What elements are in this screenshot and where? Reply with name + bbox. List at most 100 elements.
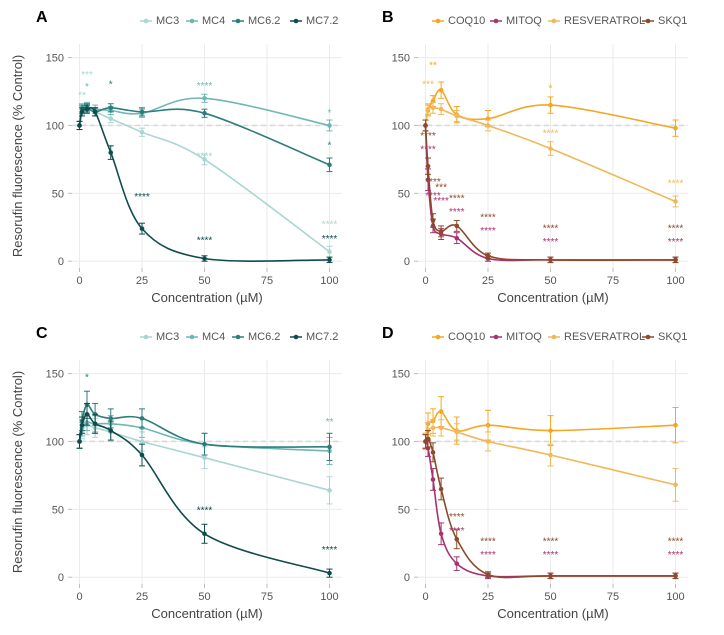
y-tick: 50	[398, 504, 410, 516]
sig-marker: ****	[668, 550, 684, 561]
sig-marker: ****	[322, 234, 338, 245]
y-tick: 0	[58, 572, 64, 584]
y-axis-title: Resorufin fluorescence (% Control)	[10, 371, 25, 573]
sig-marker: **	[326, 417, 334, 428]
sig-marker: ****	[543, 537, 559, 548]
x-tick: 0	[422, 591, 428, 603]
legend-label: MC6.2	[248, 331, 280, 343]
y-tick: 100	[392, 436, 410, 448]
legend-label: MITOQ	[506, 15, 542, 27]
sig-marker: ****	[322, 545, 338, 556]
y-tick: 100	[392, 120, 410, 132]
legend-label: MC3	[156, 331, 179, 343]
sig-marker: ****	[668, 537, 684, 548]
sig-marker: ***	[435, 183, 447, 194]
sig-marker: ***	[81, 70, 93, 81]
sig-marker: ****	[449, 193, 465, 204]
y-tick: 150	[46, 369, 64, 381]
panel-B: ****************************************…	[382, 9, 688, 305]
sig-marker: ****	[433, 196, 449, 207]
x-tick: 100	[320, 591, 338, 603]
sig-marker: ****	[197, 505, 213, 516]
x-axis-title: Concentration (µM)	[497, 290, 609, 305]
x-tick: 75	[261, 591, 273, 603]
legend-label: MC4	[202, 15, 225, 27]
sig-marker: ****	[668, 237, 684, 248]
x-tick: 25	[136, 275, 148, 287]
legend-label: MC4	[202, 331, 225, 343]
sig-marker: ****	[668, 179, 684, 190]
x-tick: 100	[666, 591, 684, 603]
legend-label: MC7.2	[306, 15, 338, 27]
y-tick: 100	[46, 120, 64, 132]
sig-marker: *	[549, 84, 553, 95]
sig-marker: ****	[322, 219, 338, 230]
y-tick: 150	[392, 369, 410, 381]
y-tick: 150	[392, 53, 410, 65]
legend-label: MC6.2	[248, 15, 280, 27]
sig-marker: ****	[668, 223, 684, 234]
x-tick: 0	[76, 591, 82, 603]
sig-marker: ****	[197, 151, 213, 162]
x-tick: 50	[198, 275, 210, 287]
sig-marker: ****	[543, 128, 559, 139]
sig-marker: ****	[420, 131, 436, 142]
y-tick: 0	[404, 256, 410, 268]
sig-marker: *	[85, 82, 89, 93]
sig-marker: *	[85, 372, 89, 383]
sig-marker: ****	[480, 537, 496, 548]
x-tick: 75	[261, 275, 273, 287]
legend-label: COQ10	[448, 331, 485, 343]
x-tick: 25	[482, 275, 494, 287]
figure-svg: *********************************0255075…	[0, 0, 724, 635]
panel-C: ***********0255075100050100150Concentrat…	[36, 325, 342, 621]
legend-label: MITOQ	[506, 331, 542, 343]
y-tick: 0	[58, 256, 64, 268]
y-tick: 0	[404, 572, 410, 584]
y-tick: 50	[398, 188, 410, 200]
panel-label-A: A	[36, 9, 48, 26]
sig-marker: ****	[543, 223, 559, 234]
sig-marker: ****	[197, 81, 213, 92]
legend-label: SKQ1	[658, 331, 687, 343]
sig-marker: ****	[420, 145, 436, 156]
x-tick: 100	[320, 275, 338, 287]
sig-marker: ****	[449, 526, 465, 537]
x-tick: 50	[544, 591, 556, 603]
panel-D: **** **** **** **** **** **** **** **** 0 25 50 75 1…	[382, 325, 688, 621]
y-tick: 50	[52, 504, 64, 516]
sig-marker: ****	[449, 207, 465, 218]
y-tick: 50	[52, 188, 64, 200]
panel-label-C: C	[36, 325, 48, 342]
legend-label: RESVERATROL	[564, 15, 645, 27]
x-tick: 50	[544, 275, 556, 287]
sig-marker: *	[328, 108, 332, 119]
legend-label: MC7.2	[306, 331, 338, 343]
sig-marker: *	[109, 79, 113, 90]
x-tick: 50	[198, 591, 210, 603]
panel-label-B: B	[382, 9, 394, 26]
x-axis-title: Concentration (µM)	[497, 606, 609, 621]
sig-marker: ****	[480, 226, 496, 237]
panel-A: *********************************0255075…	[36, 9, 342, 305]
x-tick: 0	[422, 275, 428, 287]
y-tick: 150	[46, 53, 64, 65]
sig-marker: ****	[480, 550, 496, 561]
legend-label: COQ10	[448, 15, 485, 27]
x-tick: 25	[136, 591, 148, 603]
y-axis-title: Resorufin fluorescence (% Control)	[10, 55, 25, 257]
sig-marker: **	[429, 60, 437, 71]
x-axis-title: Concentration (µM)	[151, 606, 263, 621]
sig-marker: ***	[422, 79, 434, 90]
x-tick: 75	[607, 591, 619, 603]
legend-label: SKQ1	[658, 15, 687, 27]
x-tick: 25	[482, 591, 494, 603]
sig-marker: ****	[543, 550, 559, 561]
sig-marker: *	[328, 141, 332, 152]
x-tick: 75	[607, 275, 619, 287]
sig-marker: ****	[449, 512, 465, 523]
sig-marker: ****	[480, 212, 496, 223]
x-tick: 0	[76, 275, 82, 287]
sig-marker: ****	[134, 192, 150, 203]
x-tick: 100	[666, 275, 684, 287]
